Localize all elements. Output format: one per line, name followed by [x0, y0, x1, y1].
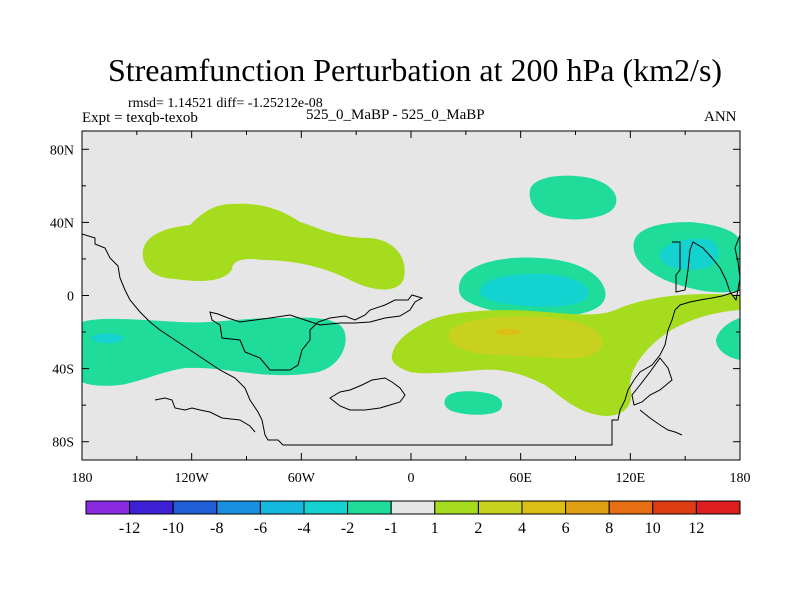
colorbar-swatch: [216, 500, 261, 515]
x-tick-label: 120E: [616, 471, 646, 486]
colorbar-swatch: [172, 500, 218, 515]
x-tick-label: 180: [72, 471, 93, 486]
x-tick-label: 120W: [175, 471, 210, 486]
x-tick-label: 180: [730, 471, 751, 486]
colorbar-label: 4: [518, 520, 526, 537]
contour-region: [82, 317, 346, 386]
y-tick-label: 0: [67, 290, 74, 305]
contour-region: [495, 328, 522, 336]
x-tick-label: 60E: [509, 471, 532, 486]
colorbar-swatch: [347, 500, 392, 515]
colorbar-swatch: [695, 500, 741, 515]
contour-region: [142, 203, 405, 290]
colorbar-swatch: [652, 500, 697, 515]
colorbar-label: 2: [474, 520, 482, 537]
contour-region: [90, 333, 124, 344]
y-tick-label: 40S: [52, 363, 74, 378]
colorbar-swatch: [390, 500, 436, 515]
colorbar-swatch: [608, 500, 654, 515]
colorbar: -12 -10 -8 -6 -4 -2 -1 1 2 4 6 8 10 12: [85, 500, 741, 537]
contour-region: [444, 391, 503, 415]
coastline: [329, 377, 406, 411]
axis-tick-labels: 180 120W 60W 0 60E 120E 180 80N 40N 0 40S 80S: [50, 143, 751, 486]
colorbar-swatch: [303, 500, 349, 515]
coastline: [631, 357, 673, 406]
x-tick-label: 0: [408, 471, 415, 486]
x-tick-label: 60W: [288, 471, 316, 486]
period-label: 525_0_MaBP - 525_0_MaBP: [306, 107, 485, 123]
coastline: [154, 397, 256, 433]
contour-region: [529, 175, 617, 220]
contour-fields: [82, 175, 740, 416]
coastline: [82, 233, 740, 446]
y-tick-label: 80S: [52, 436, 74, 451]
season-label: ANN: [704, 109, 737, 125]
coastlines: [82, 233, 740, 446]
contour-region: [479, 273, 589, 307]
colorbar-label: -8: [210, 520, 223, 537]
colorbar-swatch: [565, 500, 610, 515]
y-tick-label: 80N: [50, 143, 74, 158]
colorbar-label: 8: [605, 520, 613, 537]
contour-region: [716, 318, 740, 360]
colorbar-swatch: [521, 500, 567, 515]
colorbar-swatch: [129, 500, 174, 515]
contour-region: [232, 258, 268, 274]
coastline: [639, 409, 683, 436]
experiment-label: Expt = texqb-texob: [82, 110, 198, 126]
colorbar-label: -2: [341, 520, 354, 537]
stats-label: rmsd= 1.14521 diff= -1.25212e-08: [128, 96, 323, 111]
colorbar-label: -1: [385, 520, 398, 537]
colorbar-label: 1: [431, 520, 439, 537]
colorbar-swatch: [477, 500, 523, 515]
colorbar-swatch: [434, 500, 479, 515]
colorbar-label: 12: [688, 520, 704, 537]
colorbar-swatch: [259, 500, 305, 515]
coastline: [209, 294, 424, 371]
colorbar-swatch: [85, 500, 131, 515]
colorbar-label: -4: [297, 520, 310, 537]
colorbar-label: 10: [645, 520, 661, 537]
chart-title: Streamfunction Perturbation at 200 hPa (…: [107, 52, 723, 88]
colorbar-label: 6: [562, 520, 570, 537]
colorbar-label: -6: [254, 520, 267, 537]
contour-region: [448, 316, 604, 359]
colorbar-label: -12: [119, 520, 140, 537]
y-tick-label: 40N: [50, 216, 74, 231]
colorbar-label: -10: [163, 520, 184, 537]
axis-ticks: [81, 131, 741, 460]
